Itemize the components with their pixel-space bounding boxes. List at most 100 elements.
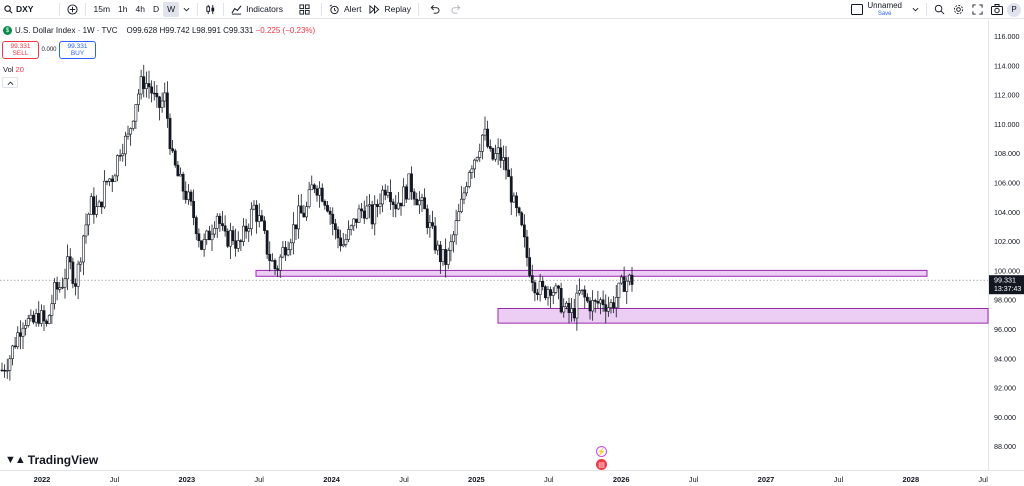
plus-circle-icon — [67, 3, 79, 15]
candle-body — [134, 104, 138, 122]
candle-body — [509, 176, 513, 203]
price-tick-label: 100.000 — [994, 266, 1020, 275]
layout-name: Unnamed — [867, 0, 902, 10]
layout-name-button[interactable]: Unnamed Save — [867, 0, 902, 18]
candle-body — [207, 230, 211, 241]
buy-label: BUY — [70, 50, 85, 57]
volume-value: 20 — [15, 65, 24, 74]
symbol-label: DXY — [16, 4, 34, 14]
alert-button[interactable]: Alert — [325, 0, 365, 19]
layouts-button[interactable] — [295, 0, 314, 19]
fullscreen-button[interactable] — [968, 0, 987, 19]
lightning-event-icon[interactable]: ⚡ — [596, 446, 607, 457]
candle-body — [100, 201, 104, 208]
candle-body — [402, 186, 406, 207]
candle-body — [454, 220, 458, 236]
candle-body — [457, 211, 461, 222]
candle-body — [336, 229, 340, 239]
chart-legend: $ U.S. Dollar Index · 1W · TVC O99.628 H… — [3, 26, 315, 35]
buy-price: 99.331 — [67, 43, 88, 50]
candle-body — [404, 186, 408, 200]
candle-body — [507, 169, 511, 177]
candle-body — [415, 198, 419, 206]
symbol-search[interactable]: DXY — [0, 0, 37, 19]
redo-icon — [451, 4, 461, 14]
divider — [197, 2, 199, 16]
candle-body — [326, 205, 329, 212]
candle-body — [228, 230, 232, 247]
candle-body — [488, 146, 492, 149]
candle-body — [273, 260, 277, 270]
chart-type-button[interactable] — [201, 0, 220, 19]
undo-button[interactable] — [425, 0, 444, 19]
settings-button[interactable] — [949, 0, 968, 19]
layout-dropdown[interactable] — [908, 0, 923, 19]
price-tick-label: 102.000 — [994, 237, 1020, 246]
candle-body — [599, 299, 602, 304]
candle-body — [278, 256, 282, 271]
interval-15m[interactable]: 15m — [93, 4, 111, 14]
candle-body — [614, 297, 618, 308]
candle-body — [26, 318, 30, 326]
candle-body — [399, 202, 403, 207]
layout-panel-button[interactable] — [847, 0, 867, 19]
replay-button[interactable]: Replay — [365, 0, 414, 19]
candle-body — [396, 202, 400, 210]
candle-body — [29, 314, 33, 319]
candle-body — [538, 280, 542, 295]
price-chart[interactable]: 116.000 114.000 112.000 110.000 108.000 106.0… — [0, 20, 1024, 486]
candle-body — [625, 280, 629, 292]
divider — [926, 3, 927, 16]
tradingview-mark-icon: ▼▲ — [5, 454, 26, 466]
interval-dropdown[interactable] — [179, 0, 194, 19]
candle-body — [221, 223, 224, 227]
us-flag-event-icon[interactable]: ▤ — [596, 459, 607, 470]
candle-body — [570, 308, 574, 313]
sell-button[interactable]: 99.331 SELL — [2, 41, 39, 59]
candle-body — [352, 218, 356, 227]
replay-label: Replay — [384, 4, 411, 14]
price-tick-label: 94.000 — [994, 354, 1016, 363]
candle-body — [483, 128, 487, 136]
candle-body — [189, 191, 193, 202]
candle-body — [210, 233, 214, 241]
interval-d[interactable]: D — [152, 4, 160, 14]
candle-body — [512, 195, 516, 203]
indicators-button[interactable]: Indicators — [227, 0, 287, 19]
candle-body — [370, 204, 374, 225]
high-value: H99.742 — [159, 26, 190, 35]
toolbar-right: Unnamed Save P — [847, 0, 1024, 19]
candle-body — [97, 201, 101, 207]
divider — [417, 2, 419, 16]
snapshot-button[interactable] — [987, 0, 1007, 19]
replay-icon — [369, 4, 380, 14]
candle-body — [441, 249, 445, 263]
compare-symbol-button[interactable] — [63, 0, 82, 19]
candle-body — [226, 230, 230, 247]
price-tick-label: 104.000 — [994, 208, 1020, 217]
price-tick-label: 106.000 — [994, 179, 1020, 188]
price-tick-label: 116.000 — [994, 32, 1019, 41]
candle-body — [113, 175, 117, 182]
redo-button[interactable] — [447, 0, 466, 19]
candle-body — [412, 191, 416, 200]
candle-body — [349, 225, 353, 230]
low-value: L98.991 — [191, 26, 221, 35]
time-tick-label: Jul — [544, 475, 554, 484]
countdown-label: 13:37:43 — [994, 286, 1021, 293]
avatar[interactable]: P — [1007, 2, 1021, 17]
divider — [223, 2, 225, 16]
buy-button[interactable]: 99.331 BUY — [59, 41, 96, 59]
interval-1h[interactable]: 1h — [118, 4, 128, 14]
candle-body — [205, 230, 209, 240]
quick-search-button[interactable] — [930, 0, 949, 19]
interval-w[interactable]: W — [163, 1, 180, 17]
interval-4h[interactable]: 4h — [135, 4, 145, 14]
time-tick-label: Jul — [834, 475, 844, 484]
symbol-title[interactable]: U.S. Dollar Index · 1W · TVC — [15, 26, 118, 35]
candle-body — [593, 300, 597, 302]
candle-body — [622, 276, 626, 292]
collapse-legend-button[interactable] — [2, 77, 18, 88]
ohlc-values: O99.628 H99.742 L98.991 C99.331 −0.225 (… — [127, 26, 316, 35]
candle-body — [520, 212, 524, 226]
